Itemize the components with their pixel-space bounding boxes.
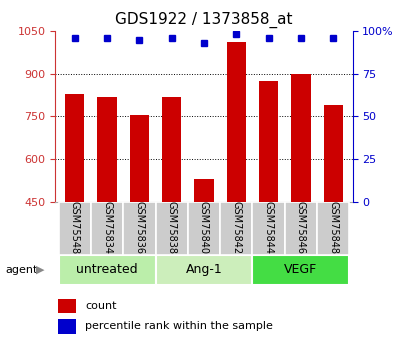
Bar [252, 255, 348, 285]
Bar [129, 115, 149, 202]
Text: GSM75840: GSM75840 [198, 201, 209, 254]
Text: GSM75838: GSM75838 [166, 201, 176, 254]
Bar [258, 81, 278, 202]
Text: untreated: untreated [76, 264, 137, 276]
Text: GSM75836: GSM75836 [134, 201, 144, 254]
Bar [91, 202, 123, 255]
Text: GSM75848: GSM75848 [328, 201, 337, 254]
Bar [323, 105, 342, 202]
Bar [58, 299, 76, 313]
Bar [58, 255, 155, 285]
Text: GSM75842: GSM75842 [231, 201, 240, 254]
Title: GDS1922 / 1373858_at: GDS1922 / 1373858_at [115, 12, 292, 28]
Text: GSM75834: GSM75834 [102, 201, 112, 254]
Text: count: count [85, 301, 116, 311]
Bar [58, 319, 76, 334]
Bar [58, 202, 91, 255]
Text: GSM75846: GSM75846 [295, 201, 305, 254]
Text: GSM75548: GSM75548 [70, 201, 79, 254]
Bar [123, 202, 155, 255]
Bar [316, 202, 348, 255]
Text: percentile rank within the sample: percentile rank within the sample [85, 322, 272, 332]
Text: Ang-1: Ang-1 [185, 264, 222, 276]
Bar [194, 179, 213, 202]
Text: ▶: ▶ [36, 265, 44, 275]
Bar [220, 202, 252, 255]
Bar [252, 202, 284, 255]
Bar [226, 42, 245, 202]
Text: GSM75844: GSM75844 [263, 201, 273, 254]
Text: VEGF: VEGF [283, 264, 317, 276]
Bar [290, 74, 310, 202]
Bar [97, 97, 117, 202]
Bar [187, 202, 220, 255]
Bar [155, 255, 252, 285]
Bar [155, 202, 187, 255]
Text: agent: agent [5, 265, 38, 275]
Bar [284, 202, 316, 255]
Bar [162, 97, 181, 202]
Bar [65, 94, 84, 202]
